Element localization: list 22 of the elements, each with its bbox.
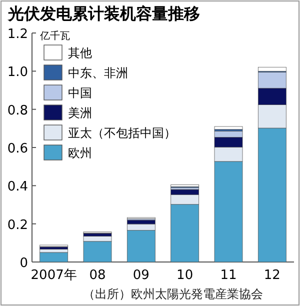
y-tick-label: 1.0: [7, 65, 28, 80]
text: （出所）欧州太陽光発電産業協会: [83, 287, 263, 301]
x-tick-label: 11: [220, 268, 237, 283]
legend-label: 中东、非洲: [68, 66, 128, 80]
y-tick-label: 1.2: [7, 27, 28, 42]
legend-label: 中国: [68, 86, 92, 100]
y-tick-label: 0.4: [7, 180, 28, 195]
legend-label: 其他: [68, 46, 92, 60]
x-tick-label: 08: [89, 268, 106, 283]
chart-title: 光伏发电累计装机容量推移: [7, 4, 200, 23]
x-tick-label: 2007年: [30, 268, 77, 283]
x-tick-label: 09: [132, 268, 150, 283]
y-axis-title: 亿千瓦: [39, 30, 70, 42]
y-tick-label: 0.2: [7, 218, 28, 233]
x-tick-label: 12: [264, 268, 280, 283]
legend-label: 美洲: [68, 106, 92, 120]
legend-label: 欧州: [68, 146, 92, 160]
y-tick-label: 0: [20, 256, 28, 271]
legend-label: 亚太（不包括中国）: [68, 126, 176, 140]
y-tick-label: 0.8: [7, 103, 28, 118]
x-tick-label: 10: [176, 268, 194, 283]
y-tick-label: 0.6: [7, 142, 28, 156]
